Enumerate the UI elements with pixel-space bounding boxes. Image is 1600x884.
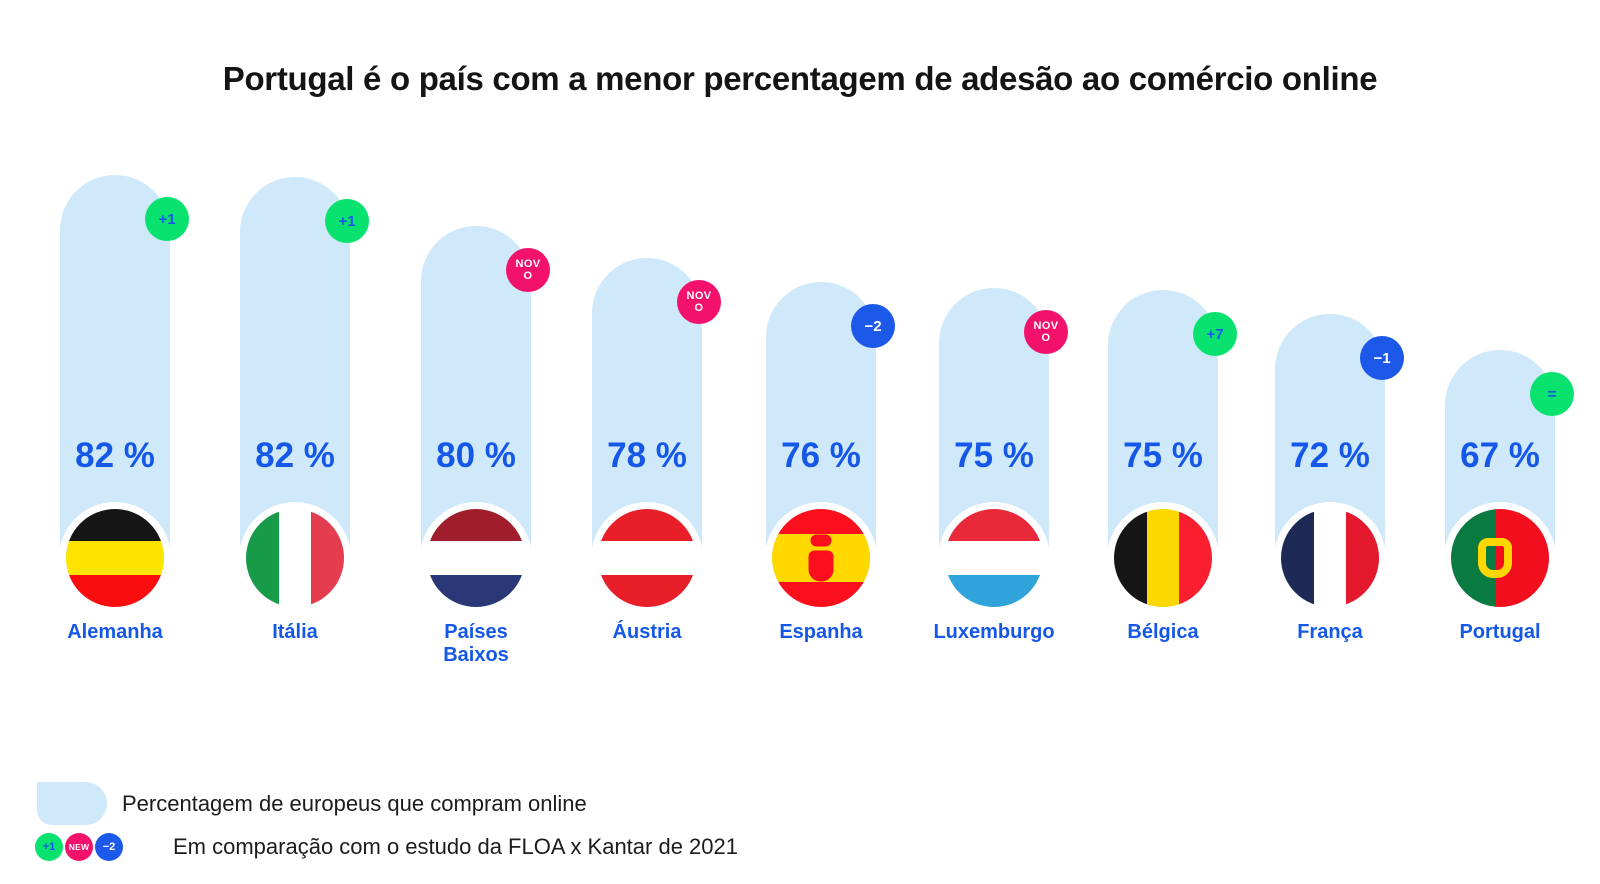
country-label: França <box>1297 621 1363 643</box>
country-label: Portugal <box>1459 621 1541 643</box>
change-badge: −1 <box>1360 336 1404 380</box>
change-badge: −2 <box>851 304 895 348</box>
value-label: 82 % <box>75 436 155 475</box>
change-badge: +1 <box>145 197 189 241</box>
flag-frança-icon <box>1281 509 1379 607</box>
legend-badge-up-icon: +1 <box>35 833 63 861</box>
flag-stripe <box>66 574 164 607</box>
country-column-portugal: = 67 % Portugal <box>1415 0 1585 720</box>
country-column-países-baixos: NOVO 80 % Países Baixos <box>391 0 561 720</box>
badge-label: NOVO <box>1033 320 1059 344</box>
change-badge: +7 <box>1193 312 1237 356</box>
value-label: 75 % <box>954 436 1034 475</box>
change-badge: = <box>1530 372 1574 416</box>
flag-stripe <box>427 541 525 575</box>
legend-badges: +1 NEW −2 <box>35 833 123 861</box>
country-label: Luxemburgo <box>933 621 1055 643</box>
flag-stripe <box>598 541 696 575</box>
country-column-alemanha: +1 82 % Alemanha <box>30 0 200 720</box>
change-badge: NOVO <box>1024 310 1068 354</box>
country-label: Espanha <box>779 621 863 643</box>
badge-label: NOVO <box>686 290 712 314</box>
legend-badge-new-icon: NEW <box>65 833 93 861</box>
value-label: 76 % <box>781 436 861 475</box>
flag-bélgica-icon <box>1114 509 1212 607</box>
change-badge: +1 <box>325 199 369 243</box>
country-label: Bélgica <box>1127 621 1199 643</box>
flag-stripe <box>1313 509 1347 607</box>
emblem-body <box>808 550 834 582</box>
country-column-áustria: NOVO 78 % Áustria <box>562 0 732 720</box>
emblem-dot <box>810 534 832 547</box>
country-column-espanha: −2 76 % Espanha <box>736 0 906 720</box>
flag-stripe <box>427 574 525 607</box>
flag-stripe <box>945 541 1043 575</box>
value-label: 72 % <box>1290 436 1370 475</box>
legend-bar-swatch <box>37 782 107 825</box>
flag-stripe <box>945 574 1043 607</box>
flag-stripe <box>598 574 696 607</box>
legend-row1-label: Percentagem de europeus que compram onli… <box>122 790 587 816</box>
value-label: 67 % <box>1460 436 1540 475</box>
flag-países-baixos-icon <box>427 509 525 607</box>
flag-portugal-icon <box>1451 509 1549 607</box>
country-column-luxemburgo: NOVO 75 % Luxemburgo <box>909 0 1079 720</box>
flag-itália-icon <box>246 509 344 607</box>
chart: +1 82 % Alemanha +1 82 % Itália NOVO 80 % Países… <box>30 0 1585 720</box>
value-label: 78 % <box>607 436 687 475</box>
badge-label: NOVO <box>515 258 541 282</box>
flag-stripe <box>1146 509 1180 607</box>
change-badge: NOVO <box>677 280 721 324</box>
change-badge: NOVO <box>506 248 550 292</box>
flag-luxemburgo-icon <box>945 509 1043 607</box>
value-label: 75 % <box>1123 436 1203 475</box>
country-column-frança: −1 72 % França <box>1245 0 1415 720</box>
value-label: 80 % <box>436 436 516 475</box>
flag-alemanha-icon <box>66 509 164 607</box>
country-column-bélgica: +7 75 % Bélgica <box>1078 0 1248 720</box>
country-label: Áustria <box>612 621 682 643</box>
value-label: 82 % <box>255 436 335 475</box>
flag-stripe <box>278 509 312 607</box>
country-label: Itália <box>272 621 318 643</box>
flag-áustria-icon <box>598 509 696 607</box>
page-title: Portugal é o país com a menor percentage… <box>222 60 1378 97</box>
spain-emblem-icon <box>808 534 834 582</box>
country-label: Alemanha <box>67 621 163 643</box>
flag-espanha-icon <box>772 509 870 607</box>
legend-row2-label: Em comparação com o estudo da FLOA x Kan… <box>173 834 738 859</box>
country-column-itália: +1 82 % Itália <box>210 0 380 720</box>
portugal-emblem-icon <box>1478 538 1513 578</box>
country-label: Países Baixos <box>443 621 509 666</box>
legend-badge-down-icon: −2 <box>95 833 123 861</box>
legend: Percentagem de europeus que compram onli… <box>0 740 1600 884</box>
flag-stripe <box>66 541 164 575</box>
